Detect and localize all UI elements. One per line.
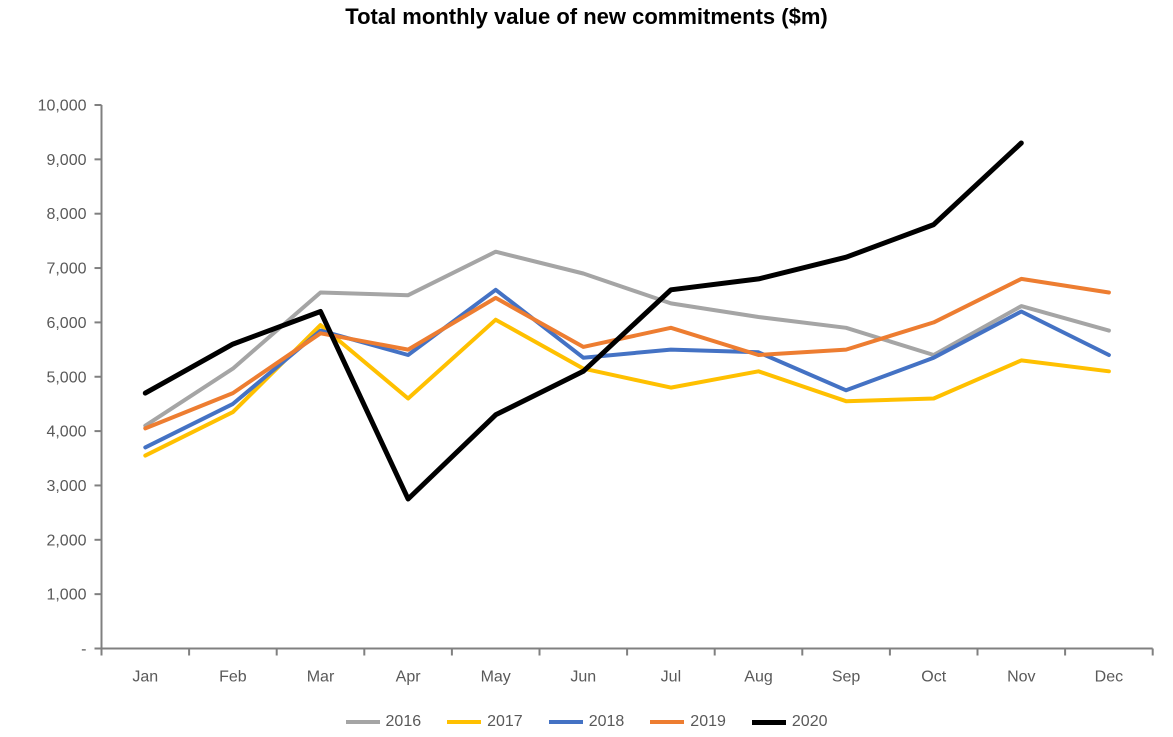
x-tick-label: Jul bbox=[661, 669, 681, 686]
y-tick-label: 7,000 bbox=[46, 261, 86, 278]
x-tick-label: Aug bbox=[744, 669, 772, 686]
y-tick-label: 4,000 bbox=[46, 424, 86, 441]
legend-label: 2016 bbox=[385, 713, 422, 730]
y-tick-label: 5,000 bbox=[46, 369, 86, 386]
legend-swatch-2020 bbox=[751, 719, 786, 725]
x-tick-label: Nov bbox=[1007, 669, 1035, 686]
legend-item-2019: 2019 bbox=[650, 713, 726, 731]
legend-item-2016: 2016 bbox=[345, 713, 422, 731]
series-line-2020 bbox=[142, 140, 1024, 502]
legend-item-2018: 2018 bbox=[548, 713, 625, 731]
y-tick-label: 1,000 bbox=[46, 587, 86, 604]
x-tick-label: Jun bbox=[570, 669, 596, 686]
x-tick-label: Dec bbox=[1095, 669, 1123, 686]
legend-item-2017: 2017 bbox=[447, 713, 523, 731]
series-line-2018 bbox=[143, 287, 1111, 450]
legend-label: 2020 bbox=[791, 713, 828, 730]
legend-label: 2017 bbox=[487, 713, 523, 730]
chart-legend: 2016 2017 2018 2019 2020 bbox=[0, 713, 1173, 731]
legend-swatch-2016 bbox=[345, 720, 380, 724]
x-tick-label: Jan bbox=[132, 669, 158, 686]
x-tick-label: May bbox=[481, 669, 511, 686]
y-tick-label: 3,000 bbox=[46, 478, 86, 495]
y-tick-label: 9,000 bbox=[46, 152, 86, 169]
series-line-2017 bbox=[143, 317, 1111, 458]
legend-item-2020: 2020 bbox=[751, 713, 828, 731]
y-tick-label: - bbox=[81, 641, 86, 658]
y-tick-label: 6,000 bbox=[46, 315, 86, 332]
x-tick-label: Sep bbox=[832, 669, 861, 686]
legend-label: 2019 bbox=[690, 713, 726, 730]
x-tick-label: Apr bbox=[396, 669, 422, 686]
y-tick-label: 8,000 bbox=[46, 206, 86, 223]
legend-label: 2018 bbox=[588, 713, 625, 730]
y-tick-label: 10,000 bbox=[38, 98, 87, 115]
x-tick-label: Mar bbox=[307, 669, 335, 686]
chart-title: Total monthly value of new commitments (… bbox=[345, 4, 828, 29]
series-line-2019 bbox=[143, 276, 1111, 431]
legend-swatch-2019 bbox=[650, 720, 685, 724]
legend-swatch-2017 bbox=[447, 720, 482, 724]
x-tick-label: Feb bbox=[219, 669, 247, 686]
x-tick-label: Oct bbox=[921, 669, 946, 686]
y-tick-label: 2,000 bbox=[46, 532, 86, 549]
legend-swatch-2018 bbox=[548, 720, 583, 724]
series-line-2016 bbox=[143, 249, 1111, 428]
